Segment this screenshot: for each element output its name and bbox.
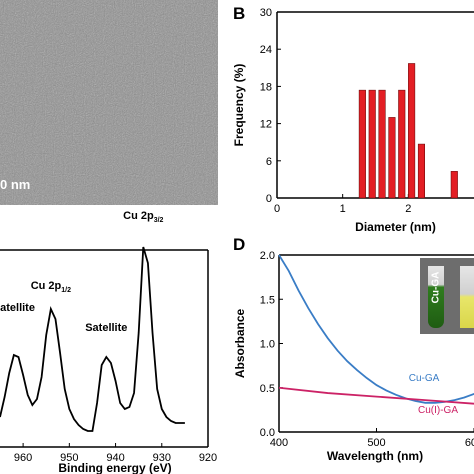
- chart-b-y-tick-label: 6: [266, 156, 272, 168]
- chart-b-x-tick-label: 2: [405, 203, 411, 215]
- chart-d-y-tick-label: 0.5: [260, 383, 275, 395]
- chart-d-x-tick-label: 500: [367, 437, 385, 449]
- chart-c-x-label: Binding energy (eV): [58, 461, 171, 474]
- panel-letter-d: D: [233, 235, 246, 254]
- chart-b-bar: [408, 63, 416, 199]
- scale-bar-label: 0 nm: [0, 177, 31, 192]
- chart-c-annotation: Cu 2p1/2: [31, 280, 71, 294]
- chart-c-x-tick-label: 920: [199, 452, 217, 464]
- chart-d-line-cu-i-ga: [278, 386, 474, 405]
- chart-b-y-label: Frequency (%): [232, 64, 246, 147]
- vial-photo-inset: Cu-GA: [420, 258, 474, 334]
- vial-yellow: [460, 266, 474, 328]
- chart-c-x-tick-label: 940: [106, 452, 124, 464]
- chart-d-y-label: Absorbance: [233, 309, 247, 379]
- panel-letter-b: B: [233, 4, 246, 23]
- chart-c-x-tick-label: 960: [14, 452, 32, 464]
- chart-b-x-tick-label: 0: [274, 203, 280, 215]
- chart-d-line-cu-ga: [278, 254, 474, 404]
- chart-c-annotation: Satellite: [85, 322, 127, 334]
- chart-b-bar: [450, 171, 458, 199]
- chart-b-bar: [398, 89, 406, 199]
- chart-c-xps-line: [0, 246, 185, 432]
- tem-texture: [0, 0, 218, 205]
- chart-d-x-tick-label: 400: [270, 437, 288, 449]
- vial-label: Cu-GA: [430, 271, 442, 304]
- chart-b-y-tick-label: 18: [260, 81, 272, 93]
- chart-c-annotation: Cu 2p3/2: [123, 210, 163, 224]
- chart-d-y-tick-label: 0.0: [260, 427, 275, 439]
- chart-d-y-tick-label: 1.5: [260, 294, 275, 306]
- chart-d-legend-cu-i-ga: Cu(I)-GA: [418, 405, 458, 416]
- chart-b-bar: [358, 89, 366, 199]
- chart-b-y-tick-label: 30: [260, 7, 272, 19]
- chart-d-y-tick-label: 2.0: [260, 250, 275, 262]
- chart-d-x-label: Wavelength (nm): [327, 449, 423, 463]
- chart-c-annotation: Satellite: [0, 302, 35, 314]
- tem-image: 0 nm: [0, 0, 218, 205]
- chart-c-x-tick-label: 930: [153, 452, 171, 464]
- chart-d-x-tick-label: 600: [465, 437, 474, 449]
- chart-b-x-label: Diameter (nm): [355, 220, 436, 234]
- chart-b-bar: [368, 89, 376, 199]
- chart-d-legend-cu-ga: Cu-GA: [409, 373, 440, 384]
- chart-d-y-tick-label: 1.0: [260, 339, 275, 351]
- chart-c-annotation-subscript: 3/2: [154, 217, 164, 224]
- chart-c-x-tick-label: 950: [60, 452, 78, 464]
- chart-b-bar: [417, 143, 425, 199]
- chart-c-annotation-subscript: 1/2: [61, 287, 71, 294]
- vial-green: [428, 266, 444, 328]
- chart-b-y-tick-label: 0: [266, 193, 272, 205]
- chart-b-y-tick-label: 12: [260, 119, 272, 131]
- chart-b-bar: [388, 117, 396, 199]
- chart-b-bar: [378, 89, 386, 199]
- chart-b-y-tick-label: 24: [260, 44, 272, 56]
- chart-b-x-tick-label: 1: [340, 203, 346, 215]
